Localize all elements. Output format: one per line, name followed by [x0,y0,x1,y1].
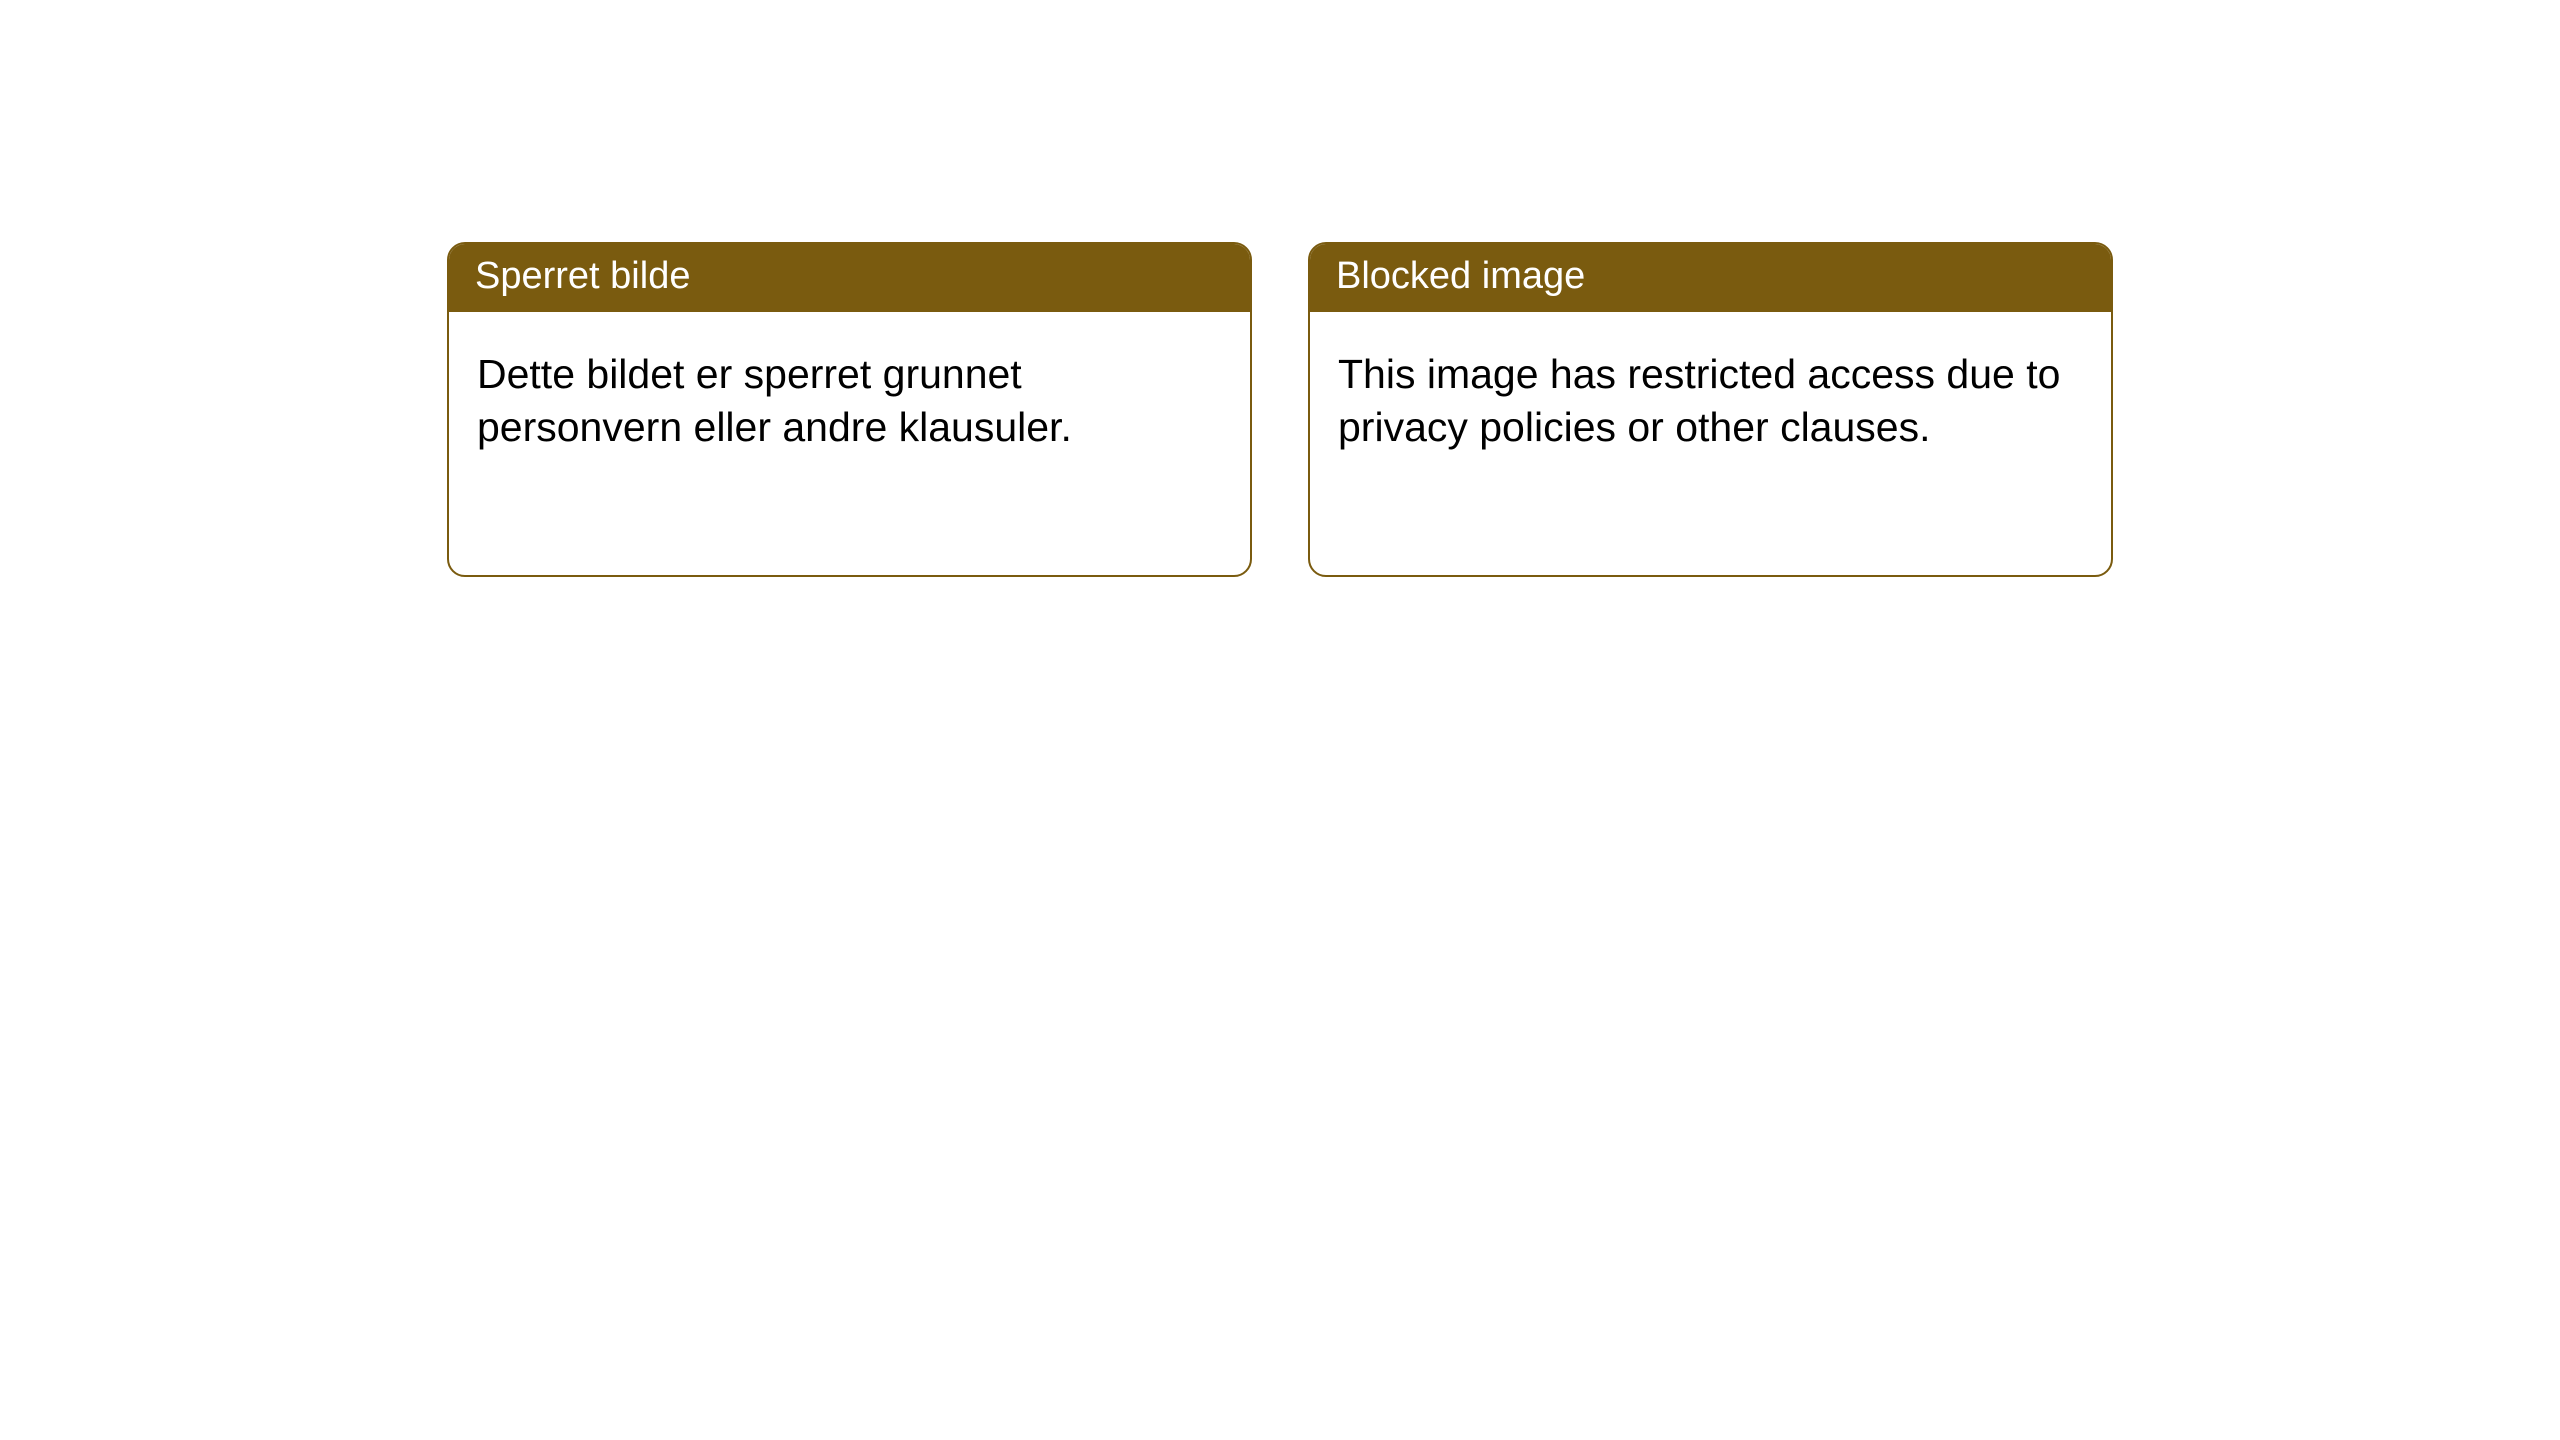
notice-container: Sperret bilde Dette bildet er sperret gr… [0,0,2560,577]
notice-card-norwegian: Sperret bilde Dette bildet er sperret gr… [447,242,1252,577]
notice-title-english: Blocked image [1310,244,2111,312]
notice-title-norwegian: Sperret bilde [449,244,1250,312]
notice-body-english: This image has restricted access due to … [1310,312,2111,491]
notice-card-english: Blocked image This image has restricted … [1308,242,2113,577]
notice-body-norwegian: Dette bildet er sperret grunnet personve… [449,312,1250,491]
